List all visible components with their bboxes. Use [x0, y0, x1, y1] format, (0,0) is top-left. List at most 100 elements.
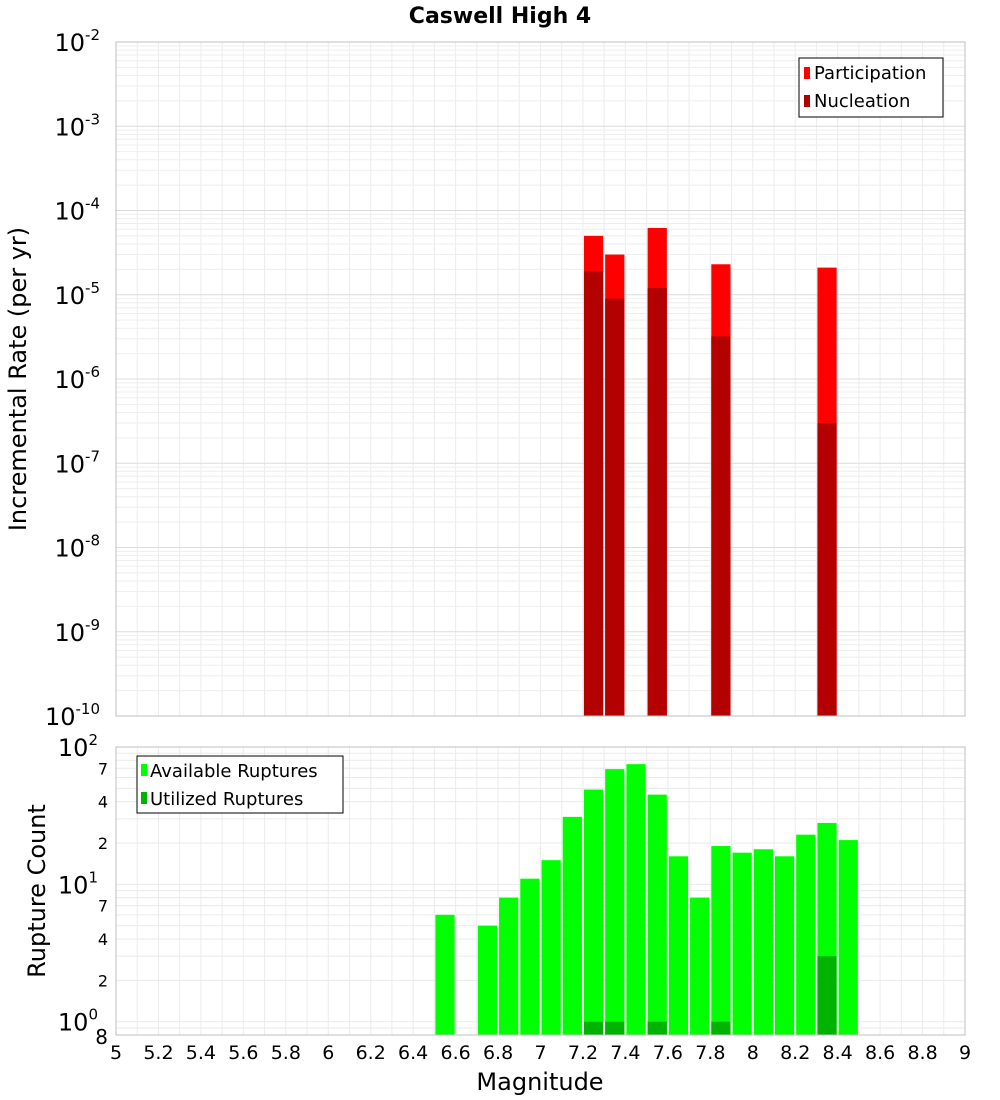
- tick-exponent: 0: [88, 1006, 98, 1024]
- x-tick-label: 6.6: [440, 1042, 470, 1064]
- y-minor-tick-label: 7: [98, 759, 108, 778]
- legend-label-participation: Participation: [814, 63, 926, 84]
- y-tick-label: 10-8: [54, 532, 100, 563]
- tick-base: 10: [54, 113, 85, 141]
- nucleation-bar: [711, 336, 731, 716]
- available-bar: [690, 897, 710, 1035]
- available-bar: [796, 834, 816, 1035]
- y-tick-label: 102: [58, 731, 98, 762]
- available-bar: [583, 789, 604, 1035]
- x-tick-label: 7.4: [610, 1042, 640, 1064]
- rate-bars: [583, 227, 837, 717]
- tick-exponent: -6: [85, 363, 100, 381]
- available-bar: [435, 914, 455, 1035]
- legend-label-available: Available Ruptures: [150, 761, 318, 782]
- nucleation-bar: [605, 298, 625, 716]
- tick-base: 10: [54, 619, 85, 647]
- tick-base: 10: [54, 450, 85, 478]
- available-bar: [605, 769, 625, 1035]
- utilized-bar: [817, 956, 837, 1035]
- tick-exponent: 1: [88, 868, 98, 886]
- tick-exponent: -5: [85, 279, 100, 297]
- x-tick-label: 7.2: [568, 1042, 598, 1064]
- y-tick-label: 10-6: [54, 363, 100, 394]
- y-minor-tick-label: 8: [95, 1025, 108, 1049]
- x-tick-label: 6.2: [356, 1042, 386, 1064]
- legend-label-nucleation: Nucleation: [814, 91, 910, 112]
- y-tick-label: 10-5: [54, 279, 100, 310]
- available-bar: [499, 897, 519, 1035]
- x-tick-label: 6.8: [483, 1042, 513, 1064]
- y-tick-label: 10-10: [45, 700, 100, 731]
- y-tick-label: 10-7: [54, 447, 100, 478]
- x-tick-label: 5.6: [228, 1042, 258, 1064]
- x-tick-label: 5.2: [143, 1042, 173, 1064]
- tick-base: 10: [54, 366, 85, 394]
- available-bar: [753, 849, 773, 1035]
- available-bar: [541, 860, 561, 1035]
- nucleation-bar: [583, 271, 604, 716]
- available-bar: [732, 852, 752, 1035]
- legend-swatch-utilized: [141, 792, 147, 804]
- available-bar: [626, 764, 646, 1035]
- count-legend-box: [136, 755, 344, 814]
- legend-label-utilized: Utilized Ruptures: [150, 789, 303, 810]
- tick-exponent: -9: [85, 616, 100, 634]
- rate-legend-box: [798, 57, 944, 118]
- available-bar: [477, 925, 498, 1035]
- nucleation-bar: [647, 288, 667, 716]
- y-minor-tick-label: 2: [98, 971, 108, 990]
- y-minor-tick-label: 2: [98, 834, 108, 853]
- available-bar: [520, 878, 540, 1035]
- utilized-bar: [605, 1021, 625, 1035]
- available-bar: [647, 794, 667, 1035]
- x-tick-label: 7: [534, 1042, 546, 1064]
- count-y-axis-label: Rupture Count: [23, 804, 51, 978]
- x-tick-label: 8.6: [865, 1042, 895, 1064]
- y-minor-tick-label: 4: [98, 930, 108, 949]
- y-tick-label: 10-3: [54, 110, 100, 141]
- tick-exponent: -7: [85, 447, 100, 465]
- tick-base: 10: [54, 198, 85, 226]
- available-bar: [838, 840, 858, 1035]
- y-minor-tick-label: 4: [98, 793, 108, 812]
- nucleation-bar: [817, 423, 837, 716]
- tick-exponent: -8: [85, 532, 100, 550]
- x-tick-label: 8.4: [823, 1042, 853, 1064]
- tick-exponent: -10: [76, 700, 101, 718]
- utilized-bar: [711, 1021, 731, 1035]
- x-tick-label: 9: [959, 1042, 971, 1064]
- y-tick-label: 10-4: [54, 195, 100, 226]
- rate-legend: Participation Nucleation: [798, 57, 944, 118]
- count-x-ticks: 5 5.2 5.4 5.6 5.8 6 6.2 6.4 6.6 6.8 7 7.2 7.4 7.6 7.8 8…: [110, 1042, 971, 1064]
- x-tick-label: 7.6: [653, 1042, 683, 1064]
- rate-plot-border: [115, 41, 966, 717]
- available-bar: [668, 856, 689, 1035]
- available-bar: [562, 816, 582, 1035]
- available-bar: [711, 846, 731, 1035]
- x-tick-label: 8.2: [780, 1042, 810, 1064]
- legend-swatch-nucleation: [804, 95, 810, 107]
- x-tick-label: 5.8: [271, 1042, 301, 1064]
- count-bars: [435, 764, 858, 1035]
- tick-base: 10: [45, 703, 76, 731]
- x-tick-label: 5: [110, 1042, 122, 1064]
- rate-y-axis-label: Incremental Rate (per yr): [4, 227, 32, 531]
- x-tick-label: 7.8: [695, 1042, 725, 1064]
- utilized-bar: [583, 1021, 604, 1035]
- x-tick-label: 6: [322, 1042, 334, 1064]
- tick-exponent: -2: [85, 26, 100, 44]
- x-tick-label: 5.4: [186, 1042, 216, 1064]
- available-bar: [774, 856, 795, 1035]
- utilized-bar: [647, 1021, 667, 1035]
- tick-exponent: -3: [85, 110, 100, 128]
- rate-gridlines: [115, 42, 966, 717]
- legend-swatch-available: [141, 764, 147, 776]
- tick-base: 10: [54, 29, 85, 57]
- y-tick-label: 10-9: [54, 616, 100, 647]
